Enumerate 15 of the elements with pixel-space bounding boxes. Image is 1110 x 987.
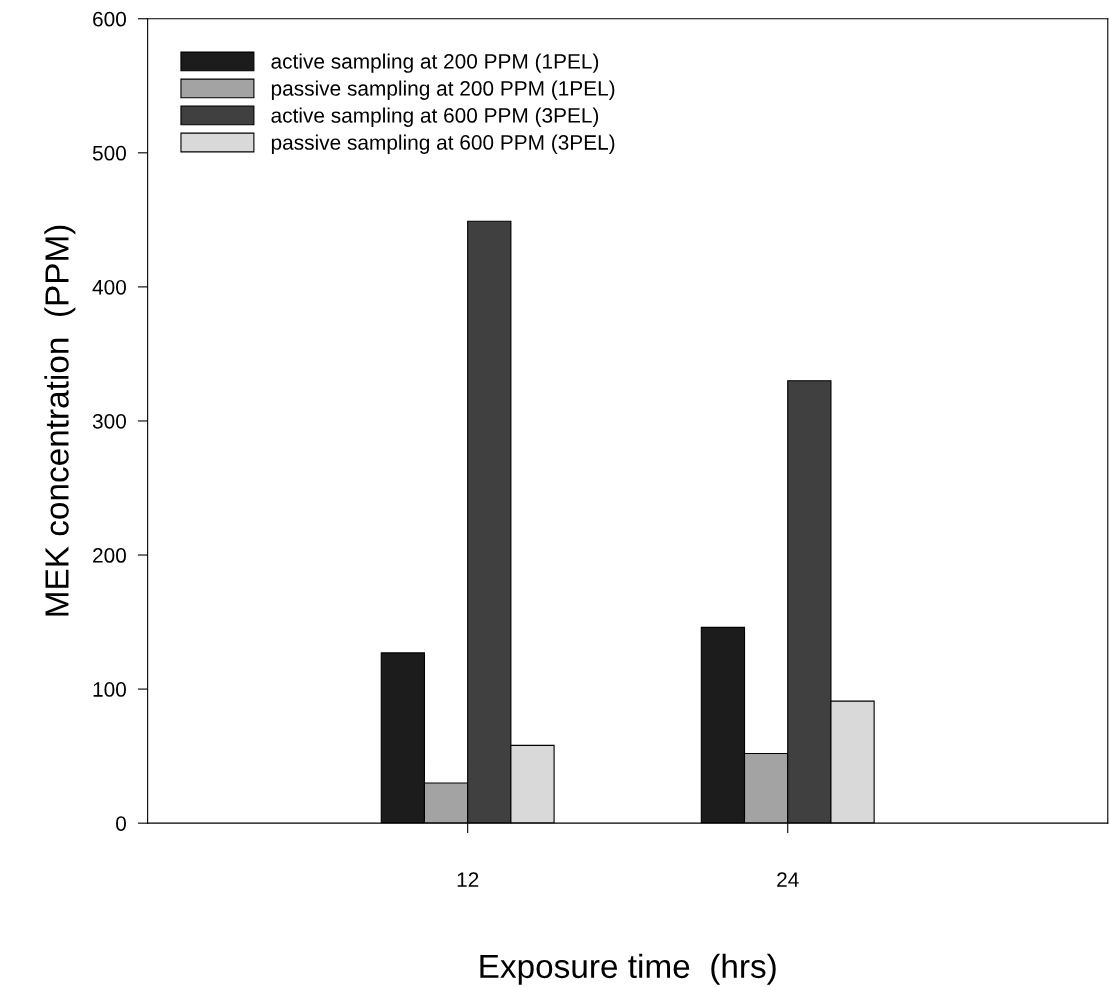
y-tick-label: 100 [93,682,126,697]
legend-label: passive sampling at 600 PPM (3PEL) [271,134,615,154]
y-tick-label: 600 [93,11,126,27]
y-tick-label: 0 [116,816,126,831]
legend-label: passive sampling at 200 PPM (1PEL) [271,80,615,100]
x-axis-title: Exposure time (hrs) [480,953,776,985]
y-tick-label: 300 [92,413,126,429]
legend-label: active sampling at 200 PPM (1PEL) [271,53,599,73]
x-tick-label: 24 [777,872,799,887]
y-tick-label: 400 [92,279,126,295]
x-tick-label: 12 [457,872,479,887]
y-tick-label: 500 [92,145,126,161]
legend-label: active sampling at 600 PPM (3PEL) [271,107,599,127]
y-axis-title: MEK concentration (PPM) [44,225,76,616]
y-tick-label: 200 [93,548,126,563]
